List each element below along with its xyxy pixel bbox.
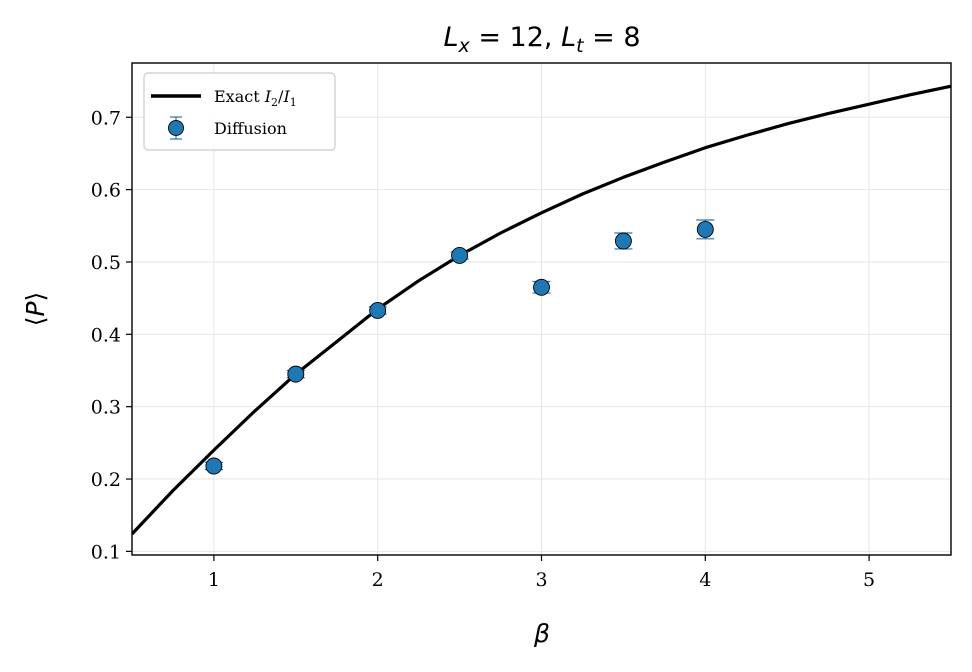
diffusion-point <box>614 232 632 250</box>
y-tick-label: 0.1 <box>91 541 121 563</box>
diffusion-point <box>287 365 305 383</box>
x-tick-label: 3 <box>535 569 547 591</box>
x-tick-label: 4 <box>699 569 711 591</box>
legend-marker-swatch <box>168 120 184 136</box>
x-tick-label: 2 <box>372 569 384 591</box>
legend-label-diffusion: Diffusion <box>214 119 287 138</box>
plot-area <box>132 84 951 536</box>
y-tick-label: 0.7 <box>91 107 121 129</box>
y-tick-label: 0.4 <box>91 324 121 346</box>
y-tick-label: 0.2 <box>91 469 121 491</box>
diffusion-point <box>533 278 550 296</box>
grid <box>132 63 951 555</box>
diffusion-point <box>369 301 387 319</box>
x-tick-label: 1 <box>208 569 220 591</box>
legend-box <box>143 72 336 151</box>
x-axis-label: β <box>533 619 550 648</box>
y-tick-label: 0.6 <box>91 180 121 202</box>
legend: Exact I2/I1 Diffusion <box>143 72 336 151</box>
chart-title: Lx = 12, Lt = 8 <box>443 22 640 57</box>
diffusion-point <box>696 220 714 238</box>
ticks: 1 2 3 4 5 0.1 0.2 0.3 0.4 0.5 0.6 0.7 <box>91 107 875 591</box>
diffusion-point <box>205 457 223 475</box>
legend-label-exact: Exact I2/I1 <box>214 87 297 109</box>
y-tick-label: 0.5 <box>91 252 121 274</box>
y-axis-label: ⟨P⟩ <box>21 292 50 327</box>
diffusion-point <box>451 247 469 264</box>
y-tick-label: 0.3 <box>91 397 121 419</box>
x-tick-label: 5 <box>863 569 875 591</box>
exact-curve <box>132 84 951 536</box>
